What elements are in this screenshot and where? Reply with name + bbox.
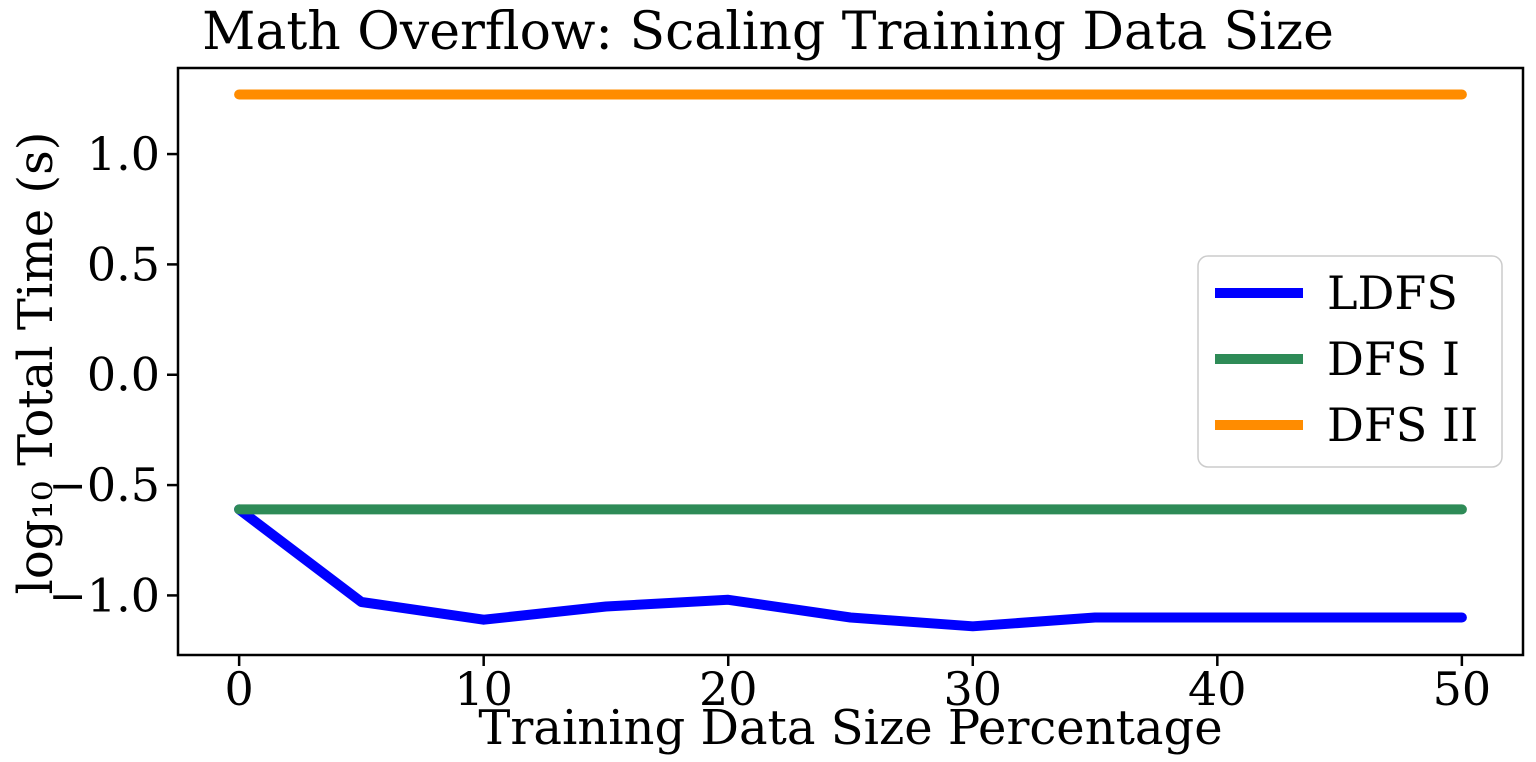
x-tick-label-10: 10 xyxy=(454,662,513,716)
plot-frame xyxy=(176,66,1525,657)
x-tick-label-0: 0 xyxy=(224,662,253,716)
axes-spines xyxy=(176,66,1525,657)
y-axis-ticks: 1.0 0.5 0.0 −0.5 −1.0 xyxy=(48,127,178,622)
legend-frame xyxy=(1197,255,1503,468)
y-tick-label-1: 1.0 xyxy=(87,127,160,181)
legend-label-dfs-i: DFS I xyxy=(1327,332,1460,386)
legend-label-ldfs: LDFS xyxy=(1327,266,1458,320)
x-tick-label-30: 30 xyxy=(943,662,1002,716)
x-axis-ticks: 0 10 20 30 40 50 xyxy=(224,655,1491,716)
legend-label-dfs-ii: DFS II xyxy=(1327,398,1478,452)
x-tick-label-20: 20 xyxy=(699,662,758,716)
x-tick-label-50: 50 xyxy=(1433,662,1492,716)
y-tick-label--1: −1.0 xyxy=(48,568,160,622)
legend: LDFS DFS I DFS II xyxy=(1197,255,1503,468)
chart-title: Math Overflow: Scaling Training Data Siz… xyxy=(202,2,1334,62)
x-tick-label-40: 40 xyxy=(1188,662,1247,716)
y-tick-label-0.5: 0.5 xyxy=(87,237,160,291)
series-line-ldfs xyxy=(234,504,1467,632)
y-tick-label-0: 0.0 xyxy=(87,348,160,402)
series-lines xyxy=(234,89,1467,632)
x-axis-label: Training Data Size Percentage xyxy=(478,700,1223,756)
y-tick-label--0.5: −0.5 xyxy=(48,458,160,512)
